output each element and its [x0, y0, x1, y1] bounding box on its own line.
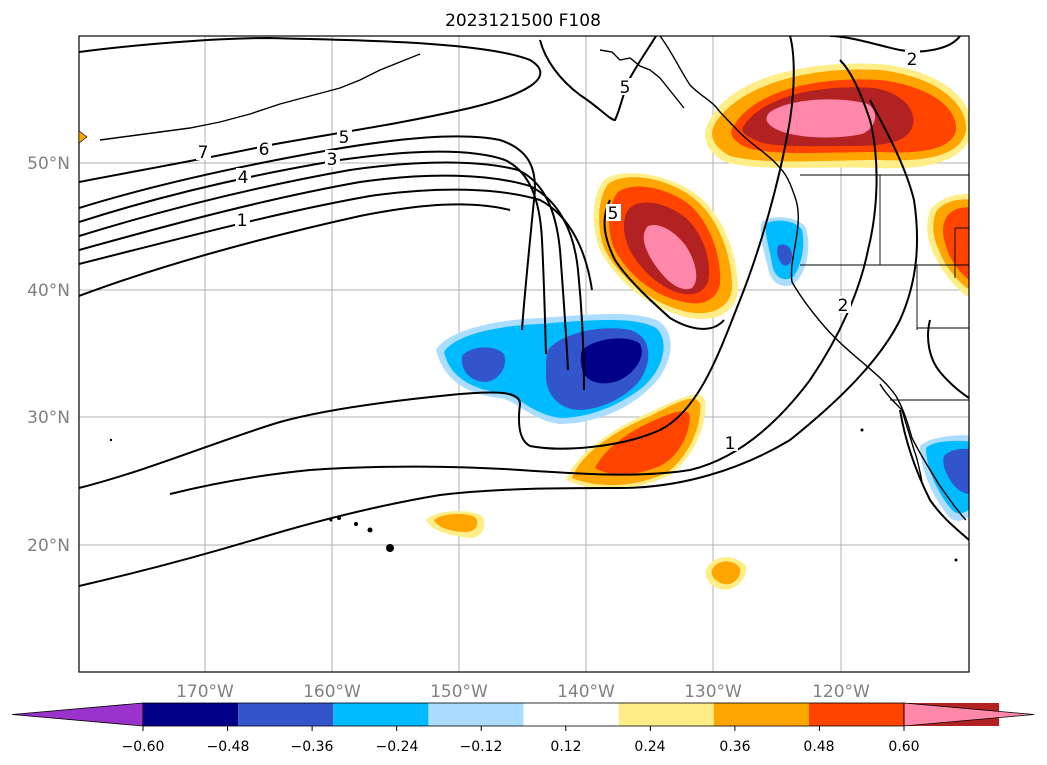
lon-label: 120°W	[812, 682, 870, 702]
anomaly-positive-bc-pink	[766, 99, 876, 138]
contour-label: 5	[608, 204, 619, 224]
colorbar-tick-label: 0.60	[888, 739, 919, 755]
contour-label: 5	[620, 78, 631, 98]
coastlines	[99, 36, 967, 521]
colorbar-tick-label: −0.36	[291, 739, 334, 755]
contour-3	[79, 174, 585, 391]
lat-label: 20°N	[27, 536, 70, 556]
map-title: 2023121500 F108	[445, 11, 601, 31]
anomaly-negative-central-blue-west	[461, 347, 506, 382]
colorbar-extend-low	[11, 702, 144, 727]
anomaly-negative-central-navy	[580, 338, 642, 384]
colorbar-segment	[428, 703, 524, 726]
colorbar-tick-label: 0.48	[803, 739, 834, 755]
colorbar-segment	[333, 703, 429, 726]
contour-label: 1	[237, 211, 248, 231]
contour-south-2	[169, 59, 878, 495]
anomaly-positive-offshore-pink	[643, 224, 697, 290]
contour-offshore	[603, 199, 725, 330]
colorbar: −0.60 −0.48 −0.36 −0.24 −0.12 0.12 0.24 …	[11, 702, 1035, 755]
contour-2	[79, 188, 593, 291]
colorbar-tick-label: −0.12	[460, 739, 503, 755]
contour-label: 2	[907, 50, 918, 70]
colorbar-ticks	[142, 726, 905, 731]
lat-label: 40°N	[27, 281, 70, 301]
lon-label: 140°W	[557, 682, 615, 702]
contour-north	[539, 36, 657, 122]
contour-label: 4	[238, 168, 249, 188]
longitude-labels: 170°W 160°W 150°W 140°W 130°W 120°W	[176, 682, 870, 702]
contour-east-3	[899, 409, 969, 541]
contour-1	[79, 203, 511, 297]
contour-label: 5	[339, 128, 350, 148]
edge-marker-icon	[78, 130, 88, 144]
colorbar-tick-label: −0.60	[122, 739, 165, 755]
anomaly-positive-south-orange	[711, 561, 741, 585]
colorbar-segment	[618, 703, 714, 726]
map-frame	[78, 35, 970, 673]
contour-south-1	[79, 36, 795, 489]
colorbar-tick-labels: −0.60 −0.48 −0.36 −0.24 −0.12 0.12 0.24 …	[122, 739, 920, 755]
anomaly-negative-coastal-blue	[777, 244, 792, 266]
political-borders	[800, 174, 969, 401]
contour-5	[79, 150, 547, 355]
contour-south-3	[79, 99, 919, 587]
contour-label: 2	[838, 296, 849, 316]
contour-label: 6	[259, 140, 270, 160]
colorbar-outline	[142, 702, 905, 727]
lon-label: 170°W	[176, 682, 234, 702]
lat-label: 50°N	[27, 154, 70, 174]
lat-label: 30°N	[27, 408, 70, 428]
colorbar-segment	[238, 703, 334, 726]
lon-label: 160°W	[303, 682, 361, 702]
lon-label: 150°W	[430, 682, 488, 702]
contour-4	[79, 161, 569, 371]
colorbar-tick-label: −0.24	[376, 739, 419, 755]
contour-east-2	[927, 319, 969, 399]
colorbar-tick-label: 0.24	[634, 739, 665, 755]
contour-label: 1	[725, 434, 736, 454]
colorbar-segment	[808, 703, 904, 726]
height-contours	[79, 36, 969, 587]
contour-label: 3	[327, 150, 338, 170]
anomaly-positive-hawaii-orange	[434, 514, 478, 532]
colorbar-tick-label: −0.48	[207, 739, 250, 755]
contour-east	[829, 36, 961, 53]
map-panel: 7 6 5 4 3 1 5 5 2 2 1	[78, 35, 970, 673]
contour-labels: 7 6 5 4 3 1 5 5 2 2 1	[196, 50, 920, 454]
colorbar-tick-label: 0.12	[550, 739, 581, 755]
contour-7	[79, 36, 542, 183]
latitude-labels: 50°N 40°N 30°N 20°N	[27, 154, 70, 556]
colorbar-segments	[11, 702, 1035, 727]
colorbar-segment	[713, 703, 809, 726]
anomaly-negative-baja-blue	[943, 448, 969, 495]
colorbar-segment	[143, 703, 239, 726]
colorbar-segment	[523, 703, 619, 726]
lon-label: 130°W	[684, 682, 742, 702]
colorbar-tick-label: 0.36	[719, 739, 750, 755]
anomaly-positive-east-red	[943, 207, 969, 280]
contour-6	[79, 135, 536, 331]
contour-label: 7	[198, 143, 209, 163]
